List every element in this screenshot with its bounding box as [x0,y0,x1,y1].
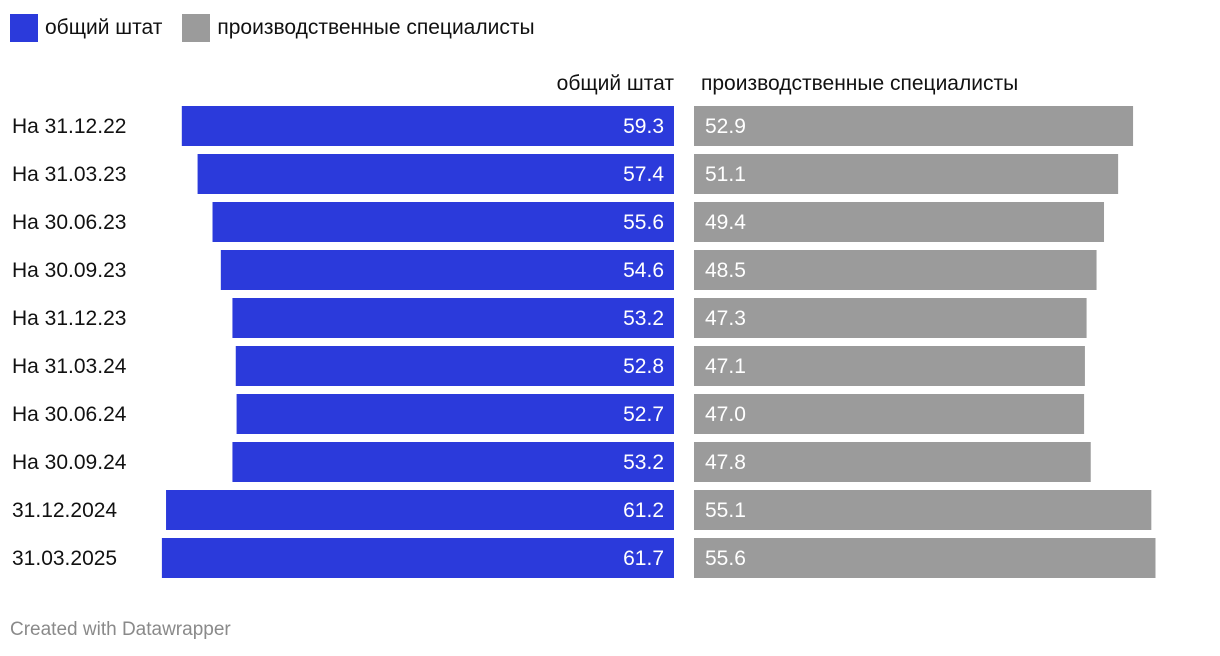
bar-value-label-production-specialists: 49.4 [705,211,746,234]
category-label: На 30.09.24 [12,451,127,474]
category-label: 31.03.2025 [12,547,117,570]
bar-total-staff[interactable] [166,490,675,530]
category-label: На 30.06.24 [12,403,127,426]
bar-total-staff[interactable] [197,154,674,194]
bar-value-label-total-staff: 53.2 [623,307,664,330]
bar-total-staff[interactable] [232,442,674,482]
bar-value-label-total-staff: 52.8 [623,355,664,378]
bar-total-staff[interactable] [161,538,674,578]
legend-item-total-staff[interactable]: общий штат [10,14,162,42]
column-header-production-specialists: производственные специалисты [701,72,1018,95]
category-label: На 31.03.24 [12,355,127,378]
column-header-total-staff: общий штат [557,72,675,95]
footer-credit[interactable]: Created with Datawrapper [10,619,231,640]
bar-value-label-total-staff: 59.3 [623,115,664,138]
bar-value-label-production-specialists: 52.9 [705,115,746,138]
bar-value-label-production-specialists: 47.3 [705,307,746,330]
bar-value-label-total-staff: 52.7 [623,403,664,426]
bar-production-specialists[interactable] [694,250,1097,290]
legend-swatch-total-staff [10,14,38,42]
chart-legend: общий штат производственные специалисты [10,13,555,43]
bar-production-specialists[interactable] [694,538,1156,578]
category-label: На 31.03.23 [12,163,126,186]
bar-production-specialists[interactable] [694,154,1119,194]
bar-total-staff[interactable] [232,298,674,338]
bar-value-label-production-specialists: 55.6 [705,547,746,570]
bar-value-label-total-staff: 61.7 [623,547,664,570]
bar-value-label-total-staff: 57.4 [623,163,664,186]
bar-value-label-total-staff: 53.2 [623,451,664,474]
bar-value-label-production-specialists: 51.1 [705,163,746,186]
bar-total-staff[interactable] [220,250,674,290]
bar-value-label-total-staff: 54.6 [623,259,664,282]
bar-production-specialists[interactable] [694,394,1085,434]
category-label: На 31.12.22 [12,115,126,138]
bar-production-specialists[interactable] [694,202,1105,242]
bar-production-specialists[interactable] [694,442,1091,482]
legend-label-total-staff: общий штат [45,16,163,39]
bar-production-specialists[interactable] [694,490,1152,530]
bar-total-staff[interactable] [236,394,674,434]
bar-production-specialists[interactable] [694,298,1087,338]
bar-total-staff[interactable] [235,346,674,386]
category-label: На 31.12.23 [12,307,126,330]
bar-value-label-production-specialists: 47.1 [705,355,746,378]
bar-value-label-production-specialists: 47.0 [705,403,746,426]
bar-production-specialists[interactable] [694,346,1085,386]
bar-value-label-total-staff: 61.2 [623,499,664,522]
bar-total-staff[interactable] [181,106,674,146]
category-label: На 30.06.23 [12,211,126,234]
category-label: На 30.09.23 [12,259,126,282]
category-label: 31.12.2024 [12,499,117,522]
bar-value-label-total-staff: 55.6 [623,211,664,234]
bar-total-staff[interactable] [212,202,674,242]
bar-value-label-production-specialists: 48.5 [705,259,746,282]
bar-value-label-production-specialists: 47.8 [705,451,746,474]
legend-swatch-production-specialists [182,14,211,42]
legend-label-production-specialists: производственные специалисты [217,16,535,39]
bar-value-label-production-specialists: 55.1 [705,499,746,522]
bar-production-specialists[interactable] [694,106,1134,146]
legend-item-production-specialists[interactable]: производственные специалисты [182,14,535,42]
